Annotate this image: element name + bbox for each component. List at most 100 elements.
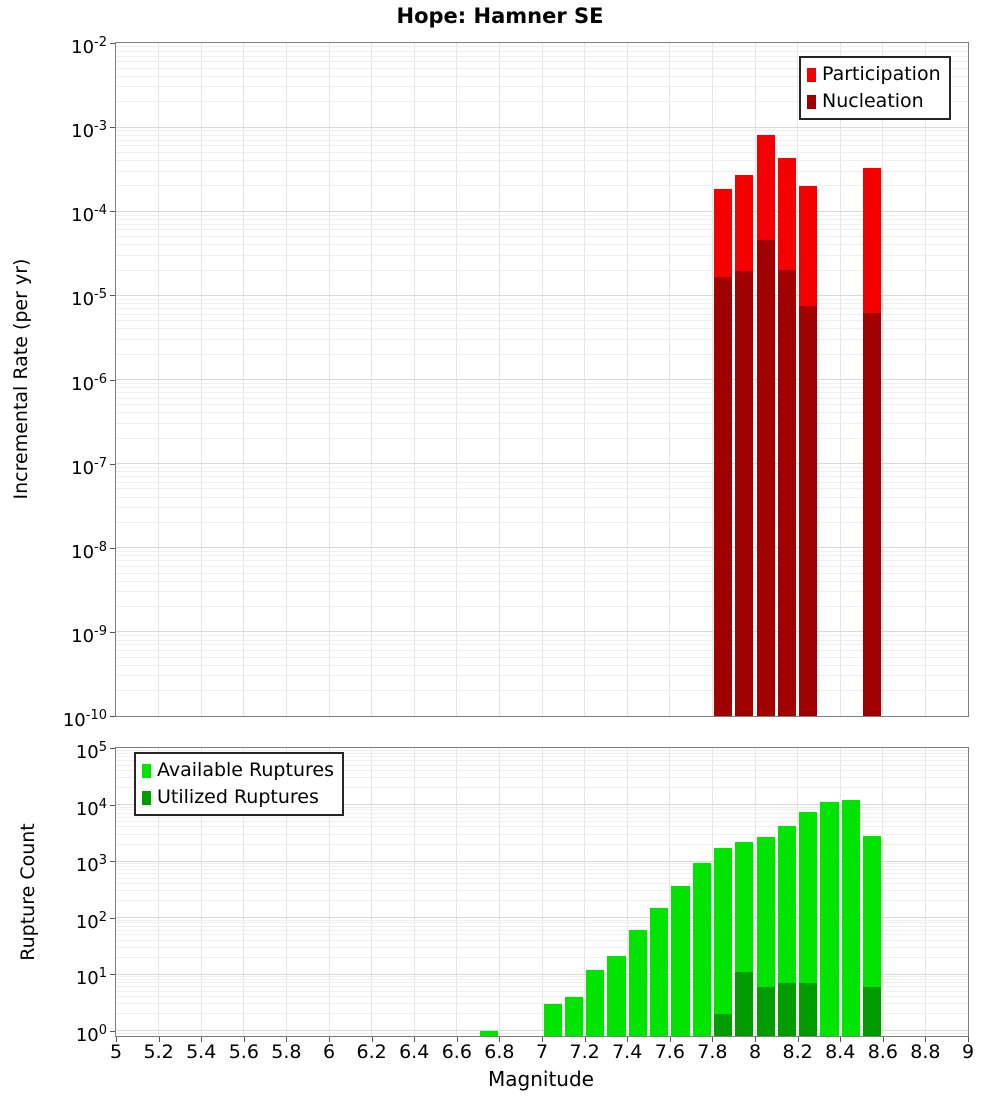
bar-nucleation-m7.95 — [735, 270, 754, 716]
gridline-horizontal — [116, 307, 968, 309]
x-tick-mark — [456, 1037, 458, 1042]
x-tick-mark — [584, 1037, 586, 1042]
gridline-horizontal — [116, 978, 968, 980]
gridline-horizontal — [116, 973, 968, 975]
x-tick-label: 5.6 — [228, 1041, 259, 1063]
bar-available-ruptures-m7.75 — [692, 862, 711, 1036]
figure-title: Hope: Hamner SE — [396, 4, 604, 28]
x-tick-mark — [627, 1037, 629, 1042]
gridline-horizontal — [116, 809, 968, 811]
x-tick-mark — [669, 1037, 671, 1042]
x-tick-label: 6.6 — [441, 1041, 472, 1063]
x-axis-title: Magnitude — [488, 1067, 594, 1091]
gridline-vertical — [371, 748, 373, 1036]
gridline-horizontal — [116, 976, 968, 978]
gridline-vertical — [328, 748, 330, 1036]
x-tick-mark — [286, 1037, 288, 1042]
x-tick-mark — [116, 1037, 117, 1042]
gridline-horizontal — [116, 67, 968, 69]
x-tick-mark — [925, 1037, 927, 1042]
y-tick-label: 10-9 — [71, 623, 107, 647]
bar-available-ruptures-m8.55 — [863, 835, 882, 1036]
y-tick-label: 10-5 — [71, 287, 107, 311]
bar-available-ruptures-m7.45 — [628, 930, 647, 1036]
y-tick-mark — [110, 295, 115, 297]
gridline-horizontal — [116, 843, 968, 845]
gridline-horizontal — [116, 863, 968, 865]
x-tick-label: 9 — [961, 1041, 975, 1063]
gridline-horizontal — [116, 244, 968, 246]
gridline-vertical — [456, 748, 458, 1036]
y-tick-mark — [110, 547, 115, 549]
x-tick-label: 6 — [322, 1041, 336, 1063]
bar-available-ruptures-m8.35 — [820, 802, 839, 1036]
gridline-horizontal — [116, 387, 968, 389]
y-tick-label: 10-4 — [71, 203, 107, 227]
gridline-horizontal — [116, 606, 968, 608]
bar-utilized-ruptures-m8.15 — [777, 982, 797, 1036]
gridline-horizontal — [116, 379, 968, 380]
x-tick-label: 7.8 — [697, 1041, 728, 1063]
gridline-horizontal — [116, 882, 968, 884]
gridline-horizontal — [116, 996, 968, 997]
gridline-horizontal — [116, 551, 968, 553]
x-tick-mark — [755, 1037, 756, 1042]
y-tick-mark — [110, 804, 115, 806]
gridline-horizontal — [116, 656, 968, 658]
bar-utilized-ruptures-m8.55 — [863, 986, 882, 1036]
gridline-horizontal — [116, 269, 968, 271]
gridline-horizontal — [116, 635, 968, 637]
bar-nucleation-m8.55 — [863, 312, 882, 716]
rate-legend: Participation Nucleation — [799, 56, 951, 120]
gridline-vertical — [626, 748, 628, 1036]
gridline-horizontal — [116, 338, 968, 340]
gridline-horizontal — [116, 804, 968, 805]
gridline-horizontal — [116, 412, 968, 414]
x-tick-mark — [329, 1037, 330, 1042]
gridline-horizontal — [116, 639, 968, 641]
x-tick-mark — [499, 1037, 501, 1042]
gridline-horizontal — [116, 919, 968, 921]
x-tick-label: 8.2 — [782, 1041, 813, 1063]
gridline-vertical — [924, 748, 926, 1036]
y-tick-label: 10-6 — [71, 371, 107, 395]
x-tick-mark — [840, 1037, 842, 1042]
y-tick-mark — [110, 1030, 115, 1032]
x-tick-label: 8.6 — [867, 1041, 898, 1063]
bar-available-ruptures-m8.05 — [756, 836, 775, 1036]
bar-available-ruptures-m7.85 — [713, 847, 733, 1036]
gridline-horizontal — [116, 397, 968, 399]
gridline-horizontal — [116, 900, 968, 901]
gridline-horizontal — [116, 130, 968, 132]
gridline-horizontal — [116, 126, 968, 128]
gridline-horizontal — [116, 481, 968, 483]
gridline-vertical — [498, 748, 500, 1036]
y-tick-mark — [110, 631, 115, 633]
gridline-horizontal — [116, 833, 968, 835]
gridline-horizontal — [116, 925, 968, 927]
gridline-horizontal — [116, 1003, 968, 1005]
bar-utilized-ruptures-m8.25 — [799, 982, 818, 1036]
gridline-vertical — [711, 748, 713, 1036]
x-tick-mark — [158, 1037, 160, 1042]
x-tick-mark — [414, 1037, 416, 1042]
gridline-vertical — [584, 748, 586, 1036]
gridline-vertical — [285, 748, 287, 1036]
gridline-horizontal — [116, 922, 968, 924]
legend-label: Participation — [822, 63, 941, 85]
gridline-horizontal — [116, 139, 968, 141]
gridline-horizontal — [116, 650, 968, 652]
gridline-horizontal — [116, 631, 968, 633]
gridline-horizontal — [116, 254, 968, 256]
bar-nucleation-m7.85 — [713, 277, 733, 716]
gridline-horizontal — [116, 1030, 968, 1032]
gridline-horizontal — [116, 890, 968, 892]
bar-nucleation-m8.15 — [777, 270, 797, 716]
gridline-horizontal — [116, 145, 968, 147]
gridline-horizontal — [116, 437, 968, 439]
y-tick-mark — [110, 463, 115, 465]
gridline-horizontal — [116, 873, 968, 875]
x-tick-label: 6.4 — [399, 1041, 430, 1063]
gridline-horizontal — [116, 328, 968, 330]
gridline-horizontal — [116, 752, 968, 754]
